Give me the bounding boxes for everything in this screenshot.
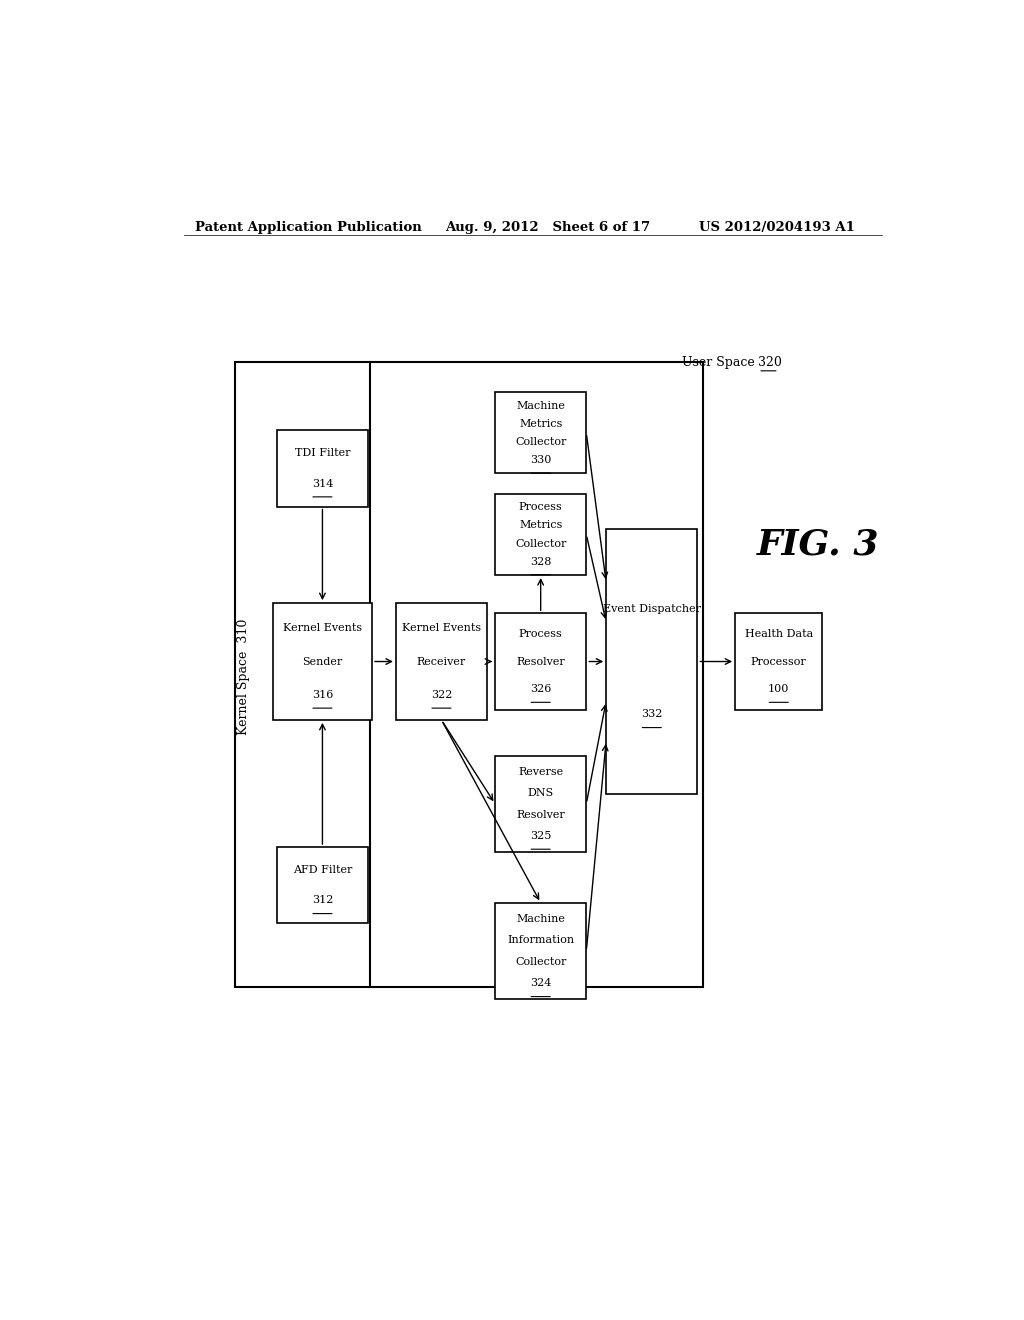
Bar — [236, 362, 703, 987]
Text: Patent Application Publication: Patent Application Publication — [196, 222, 422, 235]
Text: 322: 322 — [431, 690, 453, 700]
Text: 332: 332 — [641, 709, 663, 719]
Text: 324: 324 — [530, 978, 551, 989]
Text: Health Data: Health Data — [744, 628, 813, 639]
Text: AFD Filter: AFD Filter — [293, 865, 352, 875]
Text: Kernel Events: Kernel Events — [401, 623, 481, 634]
Text: 330: 330 — [530, 455, 551, 465]
Text: 320: 320 — [758, 356, 782, 368]
Text: DNS: DNS — [527, 788, 554, 799]
Text: Resolver: Resolver — [516, 809, 565, 820]
Text: Metrics: Metrics — [519, 520, 562, 531]
Text: Kernel Events: Kernel Events — [283, 623, 362, 634]
Bar — [606, 529, 697, 793]
Bar — [735, 614, 822, 710]
Text: Event Dispatcher: Event Dispatcher — [603, 603, 700, 614]
Bar — [272, 603, 372, 719]
Bar — [495, 903, 587, 999]
Text: Processor: Processor — [751, 656, 807, 667]
Bar — [276, 847, 368, 923]
Text: Information: Information — [507, 936, 574, 945]
Text: FIG. 3: FIG. 3 — [757, 528, 880, 561]
Text: Receiver: Receiver — [417, 656, 466, 667]
Text: Collector: Collector — [515, 957, 566, 968]
Text: Machine: Machine — [516, 401, 565, 411]
Text: Collector: Collector — [515, 437, 566, 447]
Bar — [495, 494, 587, 576]
Bar — [276, 430, 368, 507]
Text: Reverse: Reverse — [518, 767, 563, 776]
Text: 316: 316 — [311, 690, 333, 700]
Text: 100: 100 — [768, 684, 790, 694]
Text: 326: 326 — [530, 684, 551, 694]
Text: Machine: Machine — [516, 913, 565, 924]
Bar — [495, 392, 587, 474]
Text: Kernel Space  310: Kernel Space 310 — [237, 619, 250, 735]
Bar — [495, 614, 587, 710]
Text: Collector: Collector — [515, 539, 566, 549]
Text: 325: 325 — [530, 832, 551, 841]
Text: Resolver: Resolver — [516, 656, 565, 667]
Text: User Space: User Space — [682, 356, 763, 368]
Bar — [396, 603, 487, 719]
Text: TDI Filter: TDI Filter — [295, 449, 350, 458]
Text: 314: 314 — [311, 479, 333, 488]
Text: Process: Process — [519, 503, 562, 512]
Text: US 2012/0204193 A1: US 2012/0204193 A1 — [699, 222, 855, 235]
Text: 328: 328 — [530, 557, 551, 566]
Text: Aug. 9, 2012   Sheet 6 of 17: Aug. 9, 2012 Sheet 6 of 17 — [445, 222, 650, 235]
Bar — [495, 755, 587, 853]
Text: Process: Process — [519, 628, 562, 639]
Text: Sender: Sender — [302, 656, 343, 667]
Text: Metrics: Metrics — [519, 418, 562, 429]
Text: 312: 312 — [311, 895, 333, 906]
